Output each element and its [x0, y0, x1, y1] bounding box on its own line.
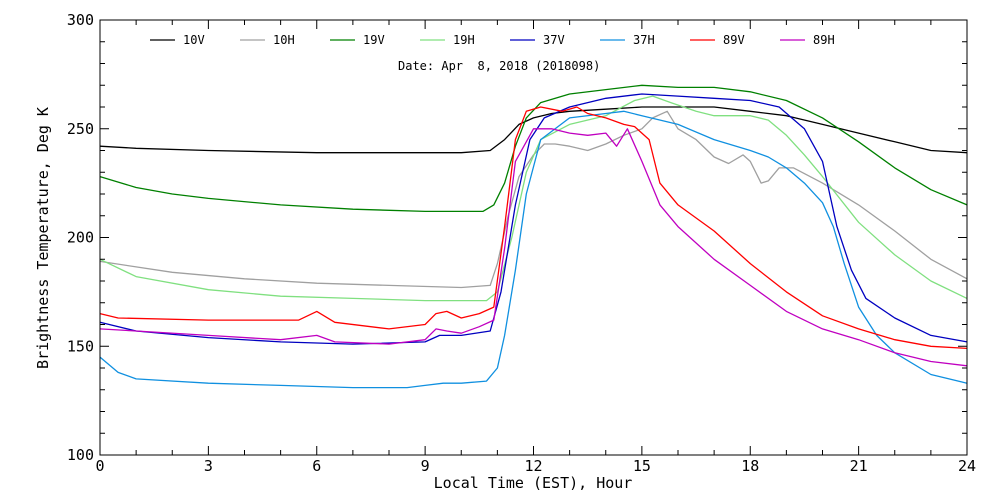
- x-tick-label: 3: [204, 457, 213, 475]
- x-tick-label: 0: [95, 457, 104, 475]
- legend-label-19v: 19V: [363, 33, 385, 47]
- x-tick-label: 6: [312, 457, 321, 475]
- y-tick-label: 100: [67, 446, 94, 464]
- series-line-37v: [99, 93, 968, 345]
- legend-label-37h: 37H: [633, 33, 655, 47]
- x-tick-label: 15: [633, 457, 651, 475]
- series-line-19h: [99, 95, 968, 302]
- series-layer: [99, 84, 968, 389]
- series-line-37h: [99, 110, 968, 389]
- x-tick-label: 21: [850, 457, 868, 475]
- y-axis-title: Brightness Temperature, Deg K: [34, 107, 52, 369]
- x-tick-label: 24: [958, 457, 976, 475]
- legend-label-37v: 37V: [543, 33, 565, 47]
- x-tick-label: 9: [421, 457, 430, 475]
- series-line-10v: [99, 106, 968, 154]
- y-tick-label: 300: [67, 11, 94, 29]
- x-axis-title: Local Time (EST), Hour: [434, 474, 633, 492]
- x-tick-label: 18: [741, 457, 759, 475]
- series-line-89h: [99, 128, 968, 367]
- legend-label-10h: 10H: [273, 33, 295, 47]
- y-tick-label: 250: [67, 120, 94, 138]
- legend-label-89h: 89H: [813, 33, 835, 47]
- y-tick-label: 150: [67, 337, 94, 355]
- ticks-layer: 0 3 6 9 12 15 18 21 24 100 150 200 250 300: [67, 11, 976, 475]
- series-line-10h: [99, 110, 968, 289]
- y-tick-label: 200: [67, 229, 94, 247]
- legend-label-10v: 10V: [183, 33, 205, 47]
- series-line-19v: [99, 84, 968, 213]
- x-tick-label: 12: [524, 457, 542, 475]
- legend-label-89v: 89V: [723, 33, 745, 47]
- date-label: Date: Apr 8, 2018 (2018098): [398, 59, 600, 73]
- legend: 10V 10H 19V 19H 37V 37H 89V 89H: [150, 33, 835, 47]
- legend-label-19h: 19H: [453, 33, 475, 47]
- series-line-89v: [99, 106, 968, 350]
